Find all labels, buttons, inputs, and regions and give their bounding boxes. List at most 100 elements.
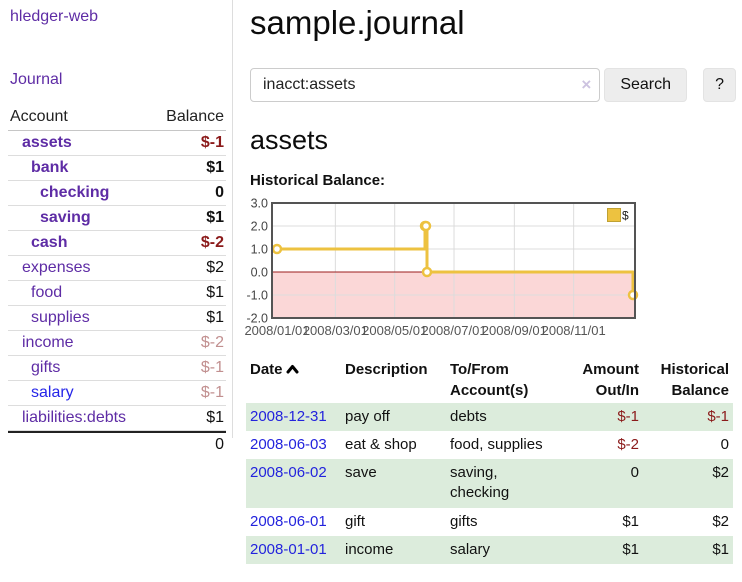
y-tick-label: 1.0 [251, 242, 268, 256]
account-link[interactable]: cash [31, 234, 68, 251]
transaction-description: income [345, 540, 394, 558]
sort-asc-icon [286, 364, 299, 374]
account-link[interactable]: supplies [31, 309, 90, 326]
account-link[interactable]: saving [40, 209, 91, 226]
register-row: 2008-06-03 eat & shop food, supplies $-2 0 [246, 431, 733, 459]
register-row: 2008-06-01 gift gifts $1 $2 [246, 508, 733, 536]
transaction-accounts: debts [450, 407, 487, 425]
search-input-wrap: × [250, 68, 601, 103]
help-button[interactable]: ? [703, 68, 736, 103]
transaction-accounts: food, supplies [450, 435, 543, 453]
y-tick-label: 2.0 [251, 219, 268, 233]
y-tick-label: 3.0 [251, 196, 268, 210]
account-balance: $1 [206, 209, 224, 226]
accounts-table: Account Balance assets $-1 bank $1 checking 0… [8, 105, 226, 457]
x-tick-label: 2008/03/01 [303, 323, 368, 338]
sidebar: hledger-web Journal Account Balance asse… [0, 0, 233, 453]
register-col-description: Description [345, 360, 428, 378]
main-panel: sample.journal × Search ? assets Histori… [242, 0, 742, 565]
account-row: salary $-1 [8, 381, 226, 406]
account-row: gifts $-1 [8, 356, 226, 381]
transaction-description: save [345, 464, 377, 482]
page-title: sample.journal [250, 4, 465, 41]
account-row: food $1 [8, 281, 226, 306]
search-input[interactable] [250, 68, 601, 103]
nav-journal[interactable]: Journal [10, 71, 63, 88]
chart-label: Historical Balance: [250, 171, 386, 189]
account-link[interactable]: assets [22, 134, 72, 151]
register-row: 2008-01-01 income salary $1 $1 [246, 535, 733, 565]
register-table: Date Description To/From Account(s) Amou… [246, 357, 733, 565]
account-row: checking 0 [8, 181, 226, 206]
register-col-balance: Historical Balance [660, 360, 729, 399]
transaction-date-link[interactable]: 2008-06-01 [250, 512, 327, 530]
account-balance: $2 [206, 259, 224, 276]
account-row: liabilities:debts $1 [8, 406, 226, 431]
transaction-amount: $1 [622, 540, 639, 558]
register-header-row: Date Description To/From Account(s) Amou… [246, 357, 733, 403]
accounts-col-account: Account [10, 108, 68, 125]
x-tick-label: 2008/07/01 [421, 323, 486, 338]
x-tick-label: 2008/01/01 [244, 323, 309, 338]
transaction-amount: $-1 [617, 407, 639, 425]
transaction-date-link[interactable]: 2008-12-31 [250, 407, 327, 425]
account-balance: $1 [206, 309, 224, 326]
transaction-balance: 0 [720, 435, 729, 453]
register-col-tofrom: To/From Account(s) [450, 360, 529, 399]
account-link[interactable]: gifts [31, 359, 61, 376]
account-row: saving $1 [8, 206, 226, 231]
register-row: 2008-06-02 save saving, checking 0 $2 [246, 459, 733, 508]
y-tick-label: 0.0 [251, 265, 268, 279]
transaction-date-link[interactable]: 2008-06-02 [250, 464, 327, 482]
account-balance: $1 [206, 409, 224, 426]
transaction-amount: $1 [622, 512, 639, 530]
transaction-accounts: saving, checking [450, 464, 510, 502]
transaction-description: gift [345, 512, 366, 530]
brand-link[interactable]: hledger-web [10, 8, 99, 25]
account-title: assets [250, 125, 329, 156]
account-row: income $-2 [8, 331, 226, 356]
accounts-total-row: 0 [8, 431, 226, 457]
account-row: cash $-2 [8, 231, 226, 256]
accounts-table-header: Account Balance [8, 105, 226, 131]
account-link[interactable]: bank [31, 159, 69, 176]
historical-balance-chart: $3.0 2.0 1.0 0.0 -1.0 -2.02008/01/012008/03/0… [244, 196, 639, 338]
accounts-col-balance: Balance [166, 108, 224, 125]
account-link[interactable]: checking [40, 184, 110, 201]
account-balance: $1 [206, 159, 224, 176]
search-button[interactable]: Search [604, 68, 688, 103]
transaction-date-link[interactable]: 2008-06-03 [250, 435, 327, 453]
clear-search-icon[interactable]: × [581, 75, 592, 95]
register-col-date[interactable]: Date [246, 357, 341, 403]
account-balance: $-1 [200, 359, 224, 376]
account-balance: $-1 [200, 134, 224, 151]
account-balance: 0 [215, 184, 224, 201]
account-link[interactable]: income [22, 334, 74, 351]
x-tick-label: 2008/05/01 [362, 323, 427, 338]
transaction-balance: $2 [712, 464, 729, 482]
account-link[interactable]: salary [31, 384, 74, 401]
account-row: bank $1 [8, 156, 226, 181]
legend-label: $ [622, 208, 629, 222]
transaction-date-link[interactable]: 2008-01-01 [250, 540, 327, 558]
account-row: assets $-1 [8, 131, 226, 156]
account-row: supplies $1 [8, 306, 226, 331]
y-tick-label: -1.0 [246, 288, 268, 302]
transaction-amount: $-2 [617, 435, 639, 453]
account-balance: $-1 [200, 384, 224, 401]
account-link[interactable]: liabilities:debts [22, 409, 127, 426]
account-row: expenses $2 [8, 256, 226, 281]
search-form: × Search ? [250, 68, 736, 103]
transaction-balance: $-1 [707, 407, 729, 425]
transaction-description: pay off [345, 407, 390, 425]
transaction-amount: 0 [630, 464, 639, 482]
register-row: 2008-12-31 pay off debts $-1 $-1 [246, 402, 733, 431]
x-tick-label: 2008/11/01 [542, 323, 606, 338]
legend-swatch [607, 207, 621, 222]
y-tick-label: -2.0 [246, 311, 268, 325]
transaction-balance: $1 [712, 540, 729, 558]
x-tick-label: 2008/09/01 [482, 323, 547, 338]
account-link[interactable]: food [31, 284, 63, 301]
account-link[interactable]: expenses [22, 259, 91, 276]
transaction-accounts: gifts [450, 512, 478, 530]
